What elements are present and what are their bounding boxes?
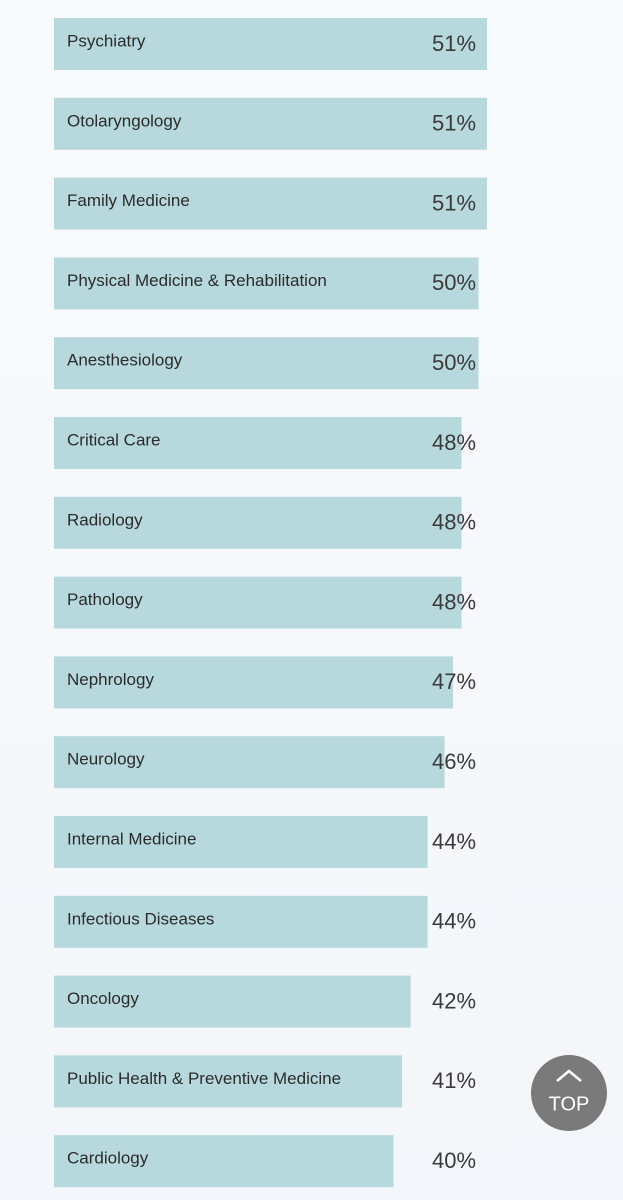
category-label: Pathology [67, 590, 143, 609]
button-label: TOP [549, 1093, 590, 1115]
value-label: 51% [432, 111, 476, 136]
category-label: Cardiology [67, 1149, 149, 1168]
category-label: Anesthesiology [67, 351, 183, 370]
bar [54, 177, 487, 230]
bar [54, 736, 445, 789]
value-label: 46% [432, 749, 476, 774]
category-label: Psychiatry [67, 31, 146, 50]
bar [54, 337, 479, 390]
bar [54, 816, 428, 868]
value-label: 40% [432, 1148, 476, 1173]
category-label: Family Medicine [67, 191, 190, 210]
value-label: 51% [432, 190, 476, 215]
value-label: 50% [432, 350, 476, 375]
value-label: 44% [432, 829, 476, 854]
value-label: 51% [432, 31, 476, 56]
bar [54, 975, 411, 1028]
bar [54, 1055, 403, 1108]
value-label: 41% [432, 1068, 476, 1093]
bar [54, 576, 462, 629]
value-label: 50% [432, 270, 476, 295]
bar [54, 1135, 394, 1188]
bar [54, 417, 462, 469]
value-label: 47% [432, 669, 476, 694]
bar [54, 656, 454, 709]
bar [54, 895, 428, 948]
value-label: 48% [432, 510, 476, 535]
chevron-icon [556, 1069, 582, 1082]
value-label: 48% [432, 430, 476, 455]
category-label: Otolaryngology [67, 111, 182, 130]
bar [54, 496, 462, 549]
category-label: Critical Care [67, 430, 161, 449]
category-label: Oncology [67, 989, 139, 1008]
category-label: Radiology [67, 510, 143, 529]
category-label: Public Health & Preventive Medicine [67, 1069, 341, 1088]
category-label: Neurology [67, 750, 145, 769]
value-label: 48% [432, 589, 476, 614]
category-label: Nephrology [67, 670, 154, 689]
scroll-top-button[interactable]: TOP [531, 1055, 607, 1131]
value-label: 44% [432, 909, 476, 934]
category-label: Infectious Diseases [67, 909, 214, 928]
button-circle [531, 1055, 607, 1131]
value-label: 42% [432, 988, 476, 1013]
bar [54, 18, 487, 70]
category-label: Physical Medicine & Rehabilitation [67, 271, 327, 290]
category-label: Internal Medicine [67, 829, 196, 848]
bar [54, 257, 479, 310]
bar [54, 97, 487, 150]
